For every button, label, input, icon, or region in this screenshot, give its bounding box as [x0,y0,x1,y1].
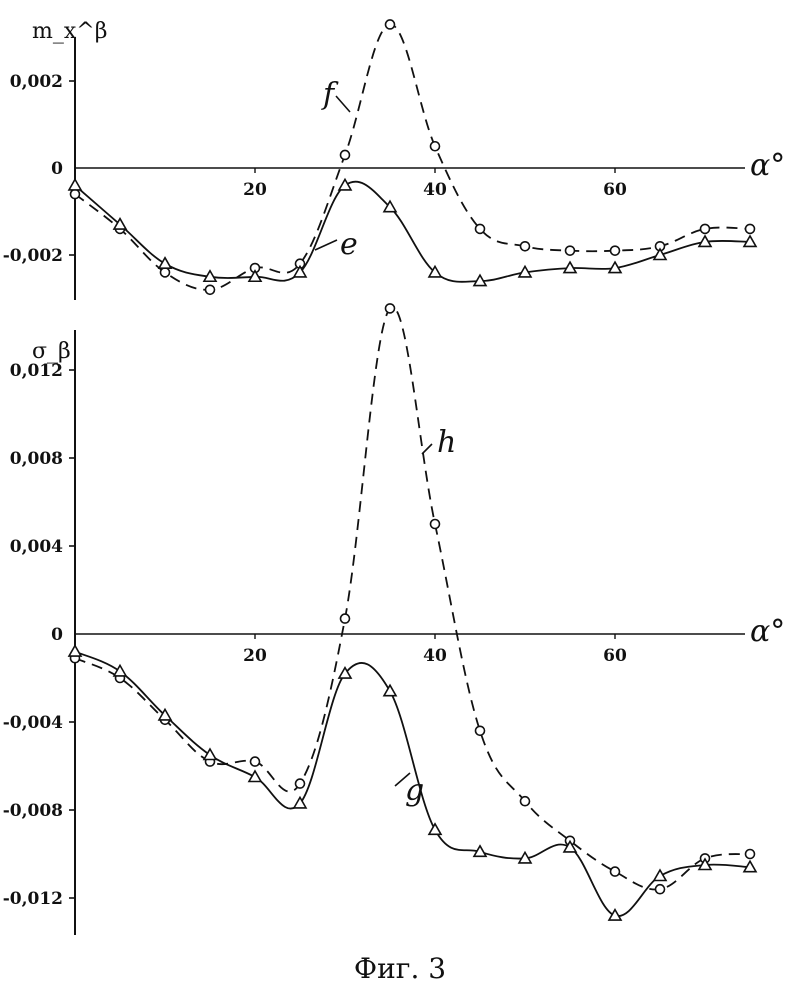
y-tick-label: -0,012 [3,889,63,909]
figure-caption: Фиг. 3 [354,952,446,985]
point-e [159,258,171,269]
point-g [609,910,621,921]
point-f [701,224,710,233]
chart-moment-derivative: 0,002 0 -0,002 20 40 60 α° m_x^βf e [3,19,786,300]
point-h [251,757,260,766]
point-e [249,271,261,282]
y-tick-label: 0,008 [10,449,63,469]
point-g [429,824,441,835]
point-h [521,797,530,806]
point-h [296,779,305,788]
point-g [654,870,666,881]
point-e [69,179,81,190]
point-f [521,242,530,251]
point-g [384,685,396,696]
series-label-leader-f [336,96,350,112]
point-f [611,246,620,255]
point-f [431,142,440,151]
point-h [431,520,440,529]
y-tick-label: -0,002 [3,246,63,266]
x-tick-label: 60 [603,646,627,666]
point-f [71,190,80,199]
y-axis-label: m_x^β [32,19,107,44]
series-line-e [75,182,750,282]
x-axis-label: α° [750,614,785,649]
point-g [204,749,216,760]
series-label-leader-e [315,240,337,250]
chart-sigma-derivative: 0,012 0,008 0,004 0 -0,004 -0,008 -0,012 20 40 60… [3,304,786,935]
series-label-leader-h [422,444,432,454]
point-h [746,850,755,859]
y-tick-label: 0 [51,625,63,645]
x-tick-label: 20 [243,646,267,666]
point-f [386,20,395,29]
point-h [476,726,485,735]
y-tick-label: -0,004 [3,713,63,733]
series-label-f: f [321,77,339,112]
point-h [341,614,350,623]
point-f [206,285,215,294]
x-tick-label: 40 [423,180,447,200]
point-f [746,224,755,233]
series-label-g: g [405,773,424,808]
point-g [294,797,306,808]
x-tick-label: 20 [243,180,267,200]
y-tick-label: 0,002 [10,72,63,92]
point-f [341,150,350,159]
point-f [566,246,575,255]
point-h [386,304,395,313]
point-f [161,268,170,277]
point-h [656,885,665,894]
series-line-f [75,24,750,289]
x-axis-label: α° [750,148,785,183]
point-e [339,179,351,190]
y-tick-label: 0 [51,159,63,179]
series-label-h: h [437,425,456,460]
point-h [611,867,620,876]
point-g [249,771,261,782]
y-axis-label: σ_β [32,339,71,364]
y-tick-label: 0,004 [10,537,63,557]
point-g [69,646,81,657]
point-g [114,665,126,676]
y-tick-label: 0,012 [10,361,63,381]
point-f [476,224,485,233]
y-tick-label: -0,008 [3,801,63,821]
x-tick-label: 60 [603,180,627,200]
x-tick-label: 40 [423,646,447,666]
series-label-e: e [340,227,358,262]
